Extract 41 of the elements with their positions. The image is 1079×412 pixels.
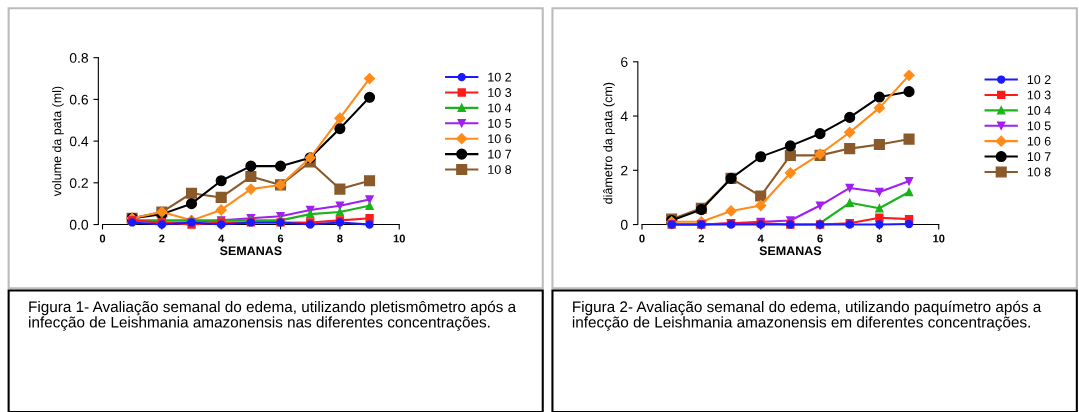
text: Figura 1- Avaliação semanal do edema, utilizando pletismômetro após a infecção de Leishmania amazonensis nas diferentes concentrações. bbox=[29, 300, 517, 331]
x-tick-label: 2 bbox=[698, 234, 704, 243]
y-tick-label: 0 bbox=[620, 219, 628, 230]
x-tick-label: 6 bbox=[277, 234, 284, 243]
y-tick-label: 0.6 bbox=[69, 94, 89, 105]
legend-label: 10 4 bbox=[1027, 106, 1051, 115]
legend-label: 10 7 bbox=[1027, 152, 1051, 162]
x-tick-label: 6 bbox=[817, 234, 823, 243]
y-axis-title: diâmetro da pata (cm) bbox=[603, 82, 615, 204]
text: Figura 2- Avaliação semanal do edema, utilizando paquímetro após a infecção de Leishmania amazonensis em diferentes concentrações. bbox=[572, 300, 1042, 331]
x-tick-label: 0 bbox=[99, 234, 106, 243]
x-tick-label: 4 bbox=[218, 234, 225, 243]
x-tick-label: 10 bbox=[393, 234, 405, 243]
x-tick-label: 10 bbox=[933, 234, 945, 243]
legend-label: 10 3 bbox=[1027, 90, 1051, 100]
y-tick-label: 0.4 bbox=[69, 136, 89, 147]
x-axis-title: SEMANAS bbox=[219, 246, 282, 256]
y-tick-label: 0.8 bbox=[69, 53, 89, 63]
y-axis-title: volume da pata (ml) bbox=[52, 86, 64, 197]
legend-label: 10 7 bbox=[488, 149, 512, 159]
y-tick-label: 4 bbox=[620, 111, 628, 122]
legend-label: 10 5 bbox=[488, 118, 512, 128]
x-tick-label: 8 bbox=[337, 234, 343, 243]
legend-label: 10 8 bbox=[1027, 167, 1051, 177]
y-tick-label: 0.0 bbox=[69, 219, 89, 230]
y-tick-label: 2 bbox=[621, 165, 628, 176]
x-axis-title: SEMANAS bbox=[759, 246, 822, 256]
x-tick-label: 2 bbox=[159, 234, 165, 243]
legend-label: 10 5 bbox=[1027, 121, 1051, 131]
legend-label: 10 6 bbox=[1027, 136, 1051, 146]
legend-label: 10 3 bbox=[488, 88, 512, 97]
legend-label: 10 2 bbox=[1027, 75, 1051, 85]
legend-label: 10 6 bbox=[488, 134, 512, 144]
y-tick-label: 6 bbox=[621, 57, 628, 67]
legend-label: 10 2 bbox=[488, 72, 512, 82]
legend-label: 10 4 bbox=[488, 103, 512, 113]
y-tick-label: 0.2 bbox=[69, 178, 88, 188]
x-tick-label: 4 bbox=[757, 234, 764, 243]
x-tick-label: 8 bbox=[876, 234, 883, 243]
x-tick-label: 0 bbox=[639, 234, 645, 243]
legend-label: 10 8 bbox=[488, 165, 512, 174]
